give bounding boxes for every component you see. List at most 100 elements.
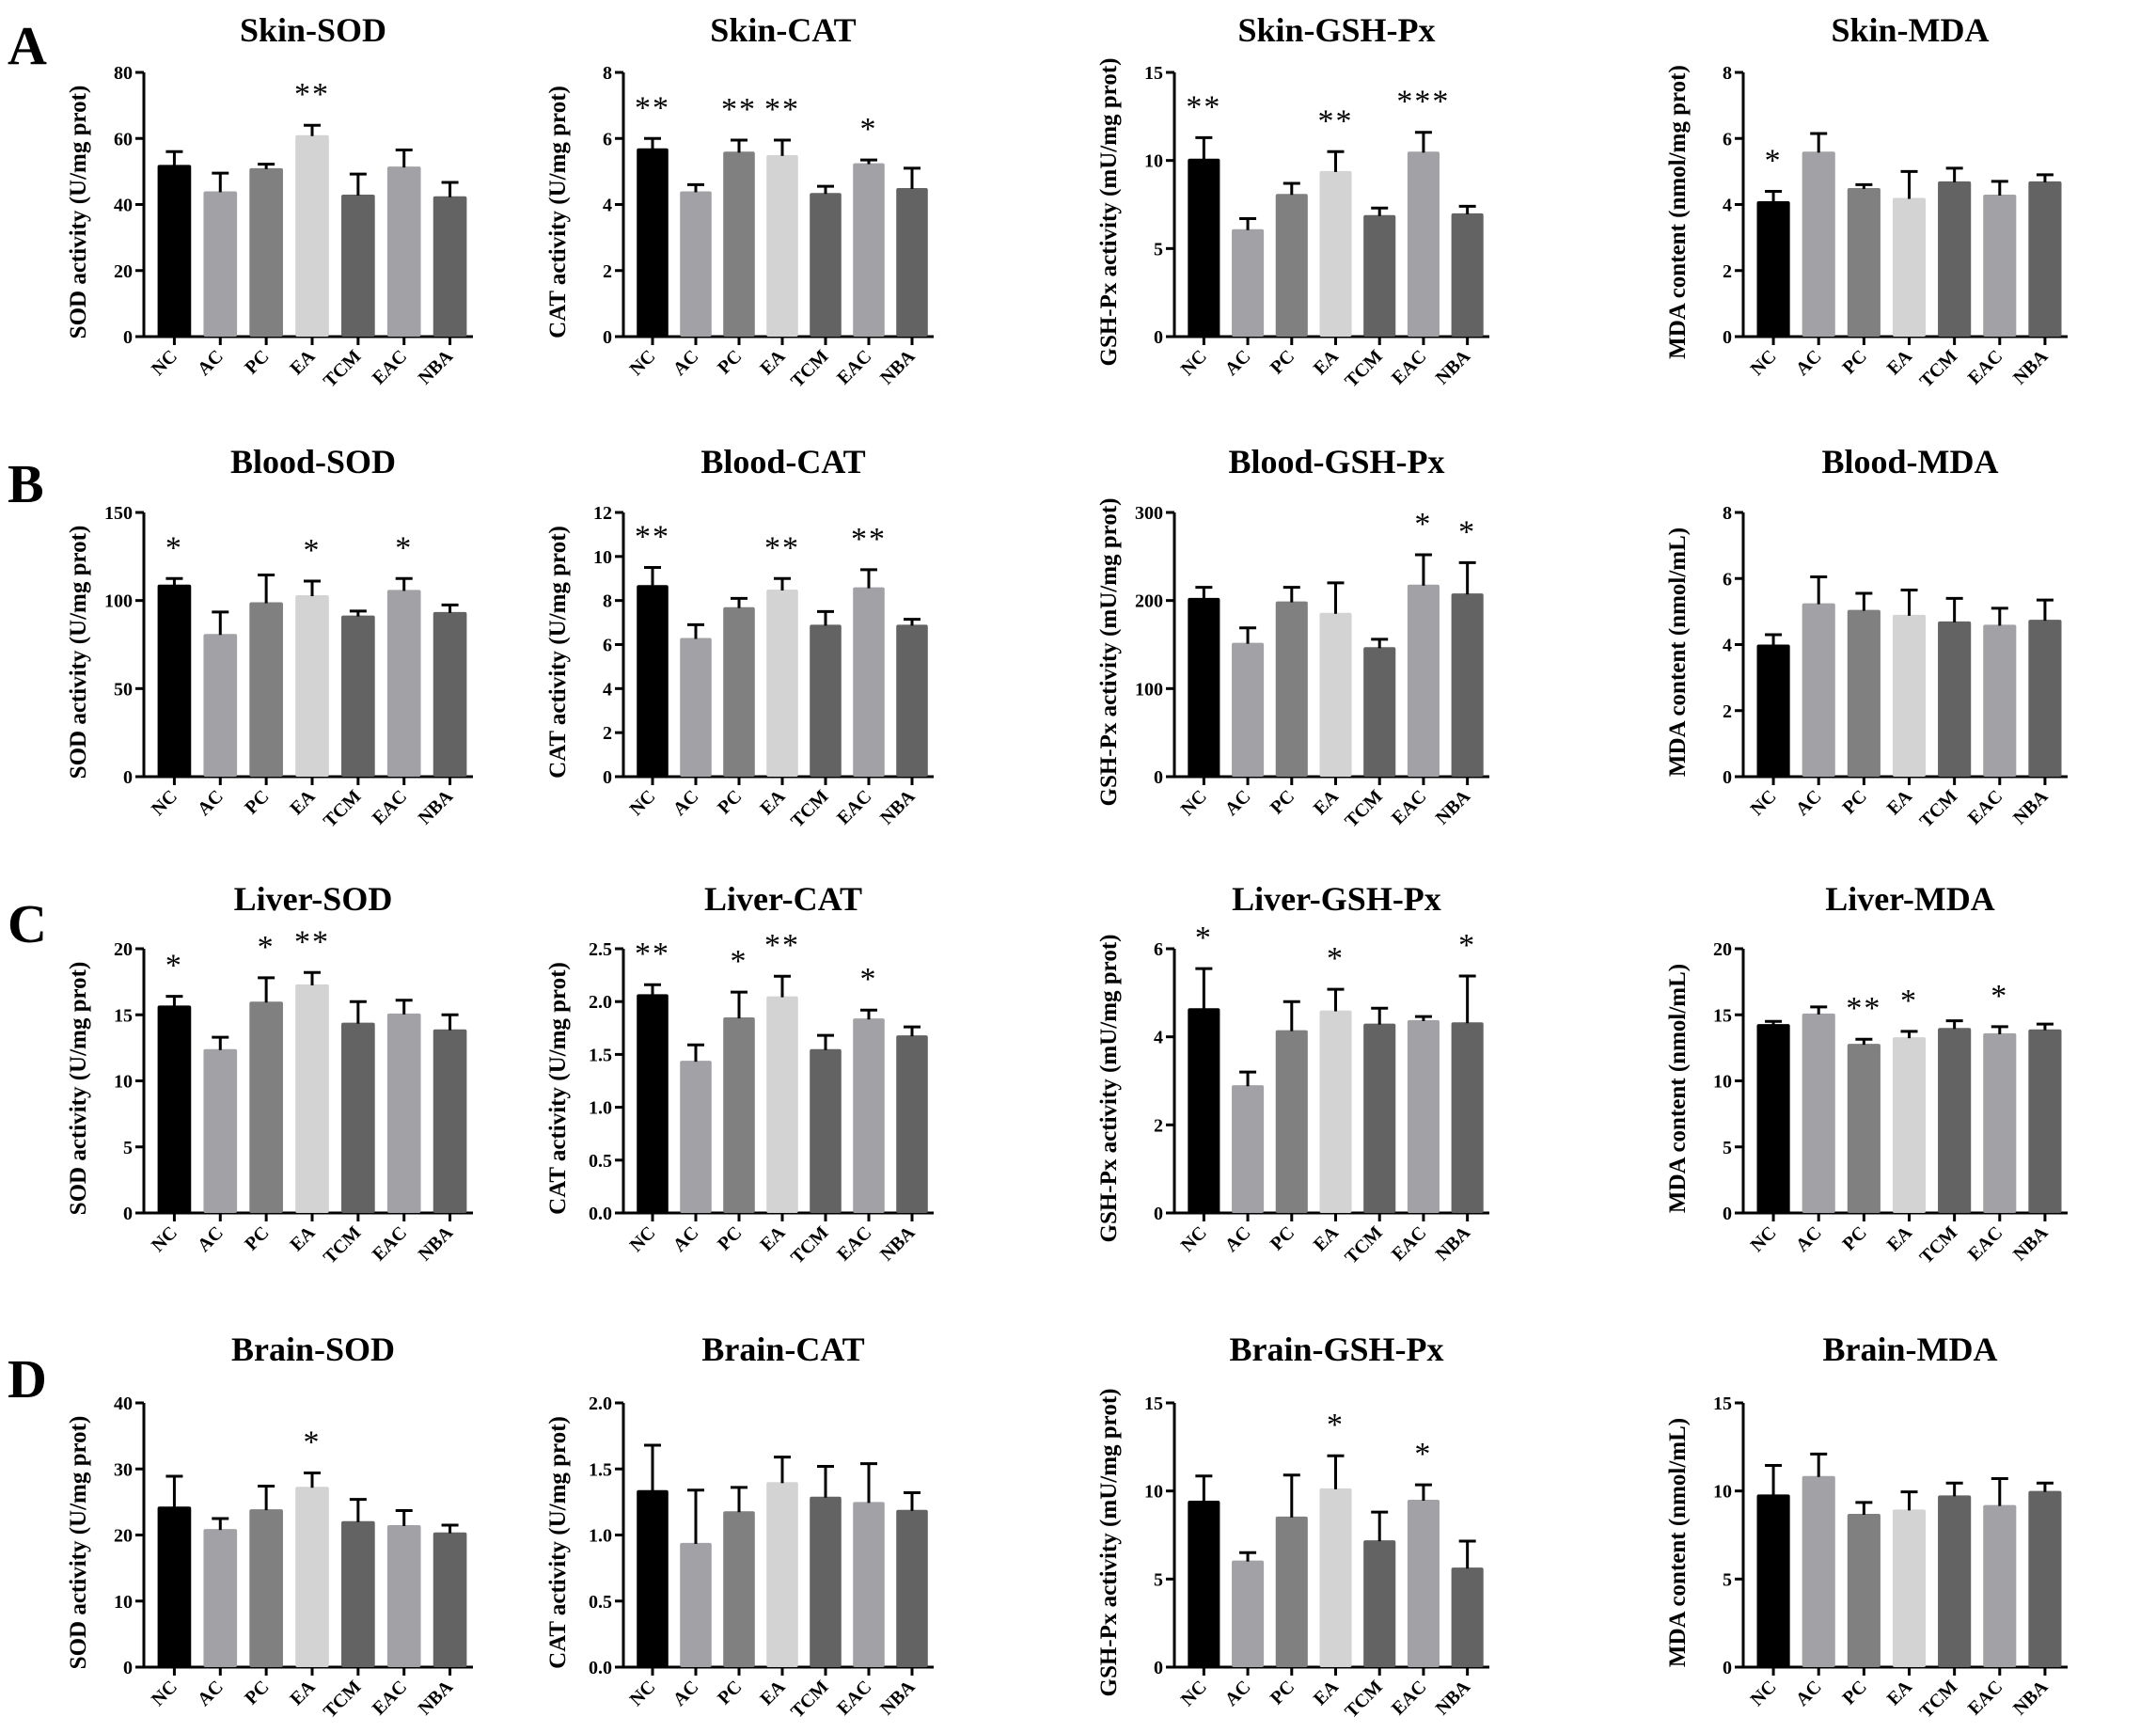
y-axis-label: CAT activity (U/mg prot) bbox=[545, 526, 571, 779]
x-tick-label: NBA bbox=[415, 1222, 458, 1266]
y-axis-label: CAT activity (U/mg prot) bbox=[545, 86, 571, 339]
x-tick-label: EAC bbox=[833, 1677, 875, 1719]
significance-marker: * bbox=[1458, 928, 1476, 963]
bar-nc bbox=[637, 1489, 669, 1667]
y-tick-label: 0 bbox=[123, 1658, 133, 1678]
bar-ac bbox=[680, 191, 712, 337]
x-tick-label: EAC bbox=[1388, 1677, 1430, 1719]
y-tick-label: 50 bbox=[114, 679, 133, 700]
y-tick-label: 100 bbox=[1135, 679, 1163, 700]
x-tick-label: PC bbox=[1267, 1677, 1298, 1708]
x-tick-label: PC bbox=[1267, 346, 1298, 378]
bar-nc bbox=[1756, 644, 1790, 777]
y-tick-label: 0 bbox=[1723, 767, 1732, 788]
bar-ea bbox=[1319, 170, 1352, 337]
bar-nba bbox=[433, 1029, 467, 1213]
x-tick-label: NBA bbox=[1432, 1222, 1475, 1266]
bar-ac bbox=[203, 1529, 238, 1667]
bar-nba bbox=[1451, 593, 1484, 777]
x-tick-label: EAC bbox=[833, 346, 875, 388]
y-tick-label: 2.0 bbox=[589, 1393, 612, 1414]
significance-marker: ** bbox=[1186, 89, 1221, 124]
x-tick-label: NBA bbox=[1432, 786, 1475, 829]
x-tick-label: EAC bbox=[833, 786, 875, 828]
x-tick-label: AC bbox=[1792, 786, 1826, 820]
x-tick-label: PC bbox=[714, 1677, 746, 1708]
bar-ea bbox=[1319, 1010, 1352, 1213]
bar-nba bbox=[2028, 620, 2062, 777]
bar-eac bbox=[386, 166, 421, 337]
bar-tcm bbox=[1363, 1540, 1396, 1667]
x-tick-label: PC bbox=[1267, 1222, 1298, 1254]
x-tick-label: AC bbox=[1221, 1222, 1255, 1256]
y-axis-label: CAT activity (U/mg prot) bbox=[545, 962, 571, 1215]
x-tick-label: AC bbox=[194, 1677, 228, 1710]
significance-marker: * bbox=[860, 962, 878, 997]
y-axis-label: GSH-Px activity (mU/mg prot) bbox=[1096, 58, 1122, 367]
significance-marker: ** bbox=[635, 520, 670, 555]
significance-marker: ** bbox=[294, 924, 330, 959]
x-tick-label: PC bbox=[1838, 786, 1870, 818]
significance-marker: * bbox=[258, 930, 275, 965]
y-tick-label: 0 bbox=[1723, 1204, 1732, 1224]
x-tick-label: EA bbox=[756, 1677, 790, 1710]
bar-nba bbox=[433, 611, 467, 777]
y-tick-label: 0 bbox=[1723, 1658, 1732, 1678]
bar-nc bbox=[157, 1005, 192, 1213]
bar-eac bbox=[1983, 194, 2017, 337]
chart-title: Skin-CAT bbox=[710, 11, 856, 49]
x-tick-label: NBA bbox=[1432, 346, 1475, 389]
x-tick-label: AC bbox=[1792, 346, 1826, 380]
bar-tcm bbox=[1363, 1023, 1396, 1213]
chart-panel-liver-gsh-px: Liver-GSH-Px GSH-Px activity (mU/mg prot)… bbox=[1096, 880, 1489, 1268]
x-tick-label: NC bbox=[626, 1222, 660, 1256]
significance-marker: * bbox=[165, 530, 183, 565]
bar-nba bbox=[896, 187, 928, 337]
bar-ea bbox=[1892, 1509, 1927, 1667]
y-tick-label: 40 bbox=[114, 196, 133, 216]
significance-marker: ** bbox=[294, 77, 330, 112]
significance-marker: * bbox=[395, 530, 413, 565]
x-tick-label: NBA bbox=[415, 1677, 458, 1720]
x-tick-label: TCM bbox=[1341, 1222, 1387, 1268]
y-tick-label: 8 bbox=[603, 591, 612, 612]
significance-marker: ** bbox=[635, 90, 670, 125]
bar-ea bbox=[766, 996, 798, 1213]
bar-tcm bbox=[810, 1048, 842, 1213]
chart-panel-skin-cat: Skin-CAT CAT activity (U/mg prot) 0 2 4 6 8 NC *… bbox=[545, 11, 934, 392]
x-tick-label: EAC bbox=[1388, 1222, 1430, 1265]
bar-ea bbox=[766, 589, 798, 777]
bar-eac bbox=[853, 1018, 885, 1213]
significance-marker: * bbox=[731, 944, 748, 979]
bar-eac bbox=[1407, 151, 1440, 337]
bar-pc bbox=[723, 151, 755, 337]
y-tick-label: 1.5 bbox=[589, 1045, 612, 1065]
x-tick-label: NC bbox=[148, 1677, 181, 1710]
bar-tcm bbox=[1363, 647, 1396, 777]
chart-panel-brain-cat: Brain-CAT CAT activity (U/mg prot) 0.0 0.5 1… bbox=[545, 1330, 934, 1723]
y-tick-label: 6 bbox=[603, 636, 612, 656]
x-tick-label: NBA bbox=[415, 346, 458, 389]
x-tick-label: PC bbox=[1838, 1677, 1870, 1708]
y-tick-label: 60 bbox=[114, 129, 133, 150]
x-tick-label: EAC bbox=[1964, 1677, 2006, 1719]
y-tick-label: 6 bbox=[1723, 129, 1732, 150]
bar-eac bbox=[386, 1524, 421, 1667]
x-tick-label: AC bbox=[194, 346, 228, 380]
row-label-b: B bbox=[8, 453, 44, 514]
bar-nc bbox=[1188, 597, 1220, 777]
bar-tcm bbox=[1363, 214, 1396, 337]
y-tick-label: 0 bbox=[1723, 327, 1732, 348]
x-tick-label: EA bbox=[1310, 346, 1344, 380]
x-tick-label: NC bbox=[148, 346, 181, 380]
x-tick-label: PC bbox=[714, 1222, 746, 1254]
y-tick-label: 200 bbox=[1135, 591, 1163, 612]
x-tick-label: AC bbox=[194, 1222, 228, 1256]
bar-pc bbox=[1847, 1044, 1881, 1213]
y-tick-label: 15 bbox=[1713, 1393, 1732, 1414]
bar-eac bbox=[853, 1502, 885, 1667]
bar-eac bbox=[386, 590, 421, 777]
bar-ac bbox=[1232, 1560, 1265, 1667]
y-tick-label: 6 bbox=[1154, 939, 1163, 960]
x-tick-label: EAC bbox=[1388, 786, 1430, 828]
